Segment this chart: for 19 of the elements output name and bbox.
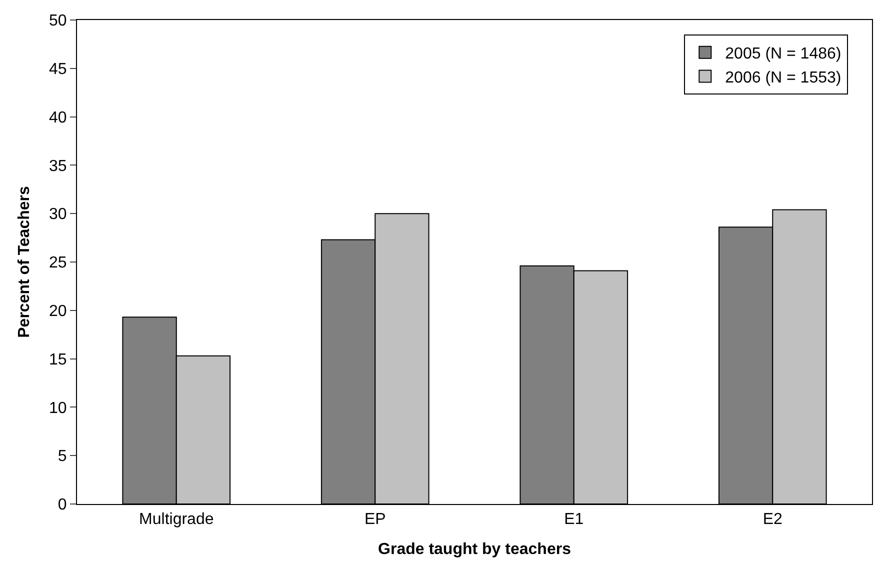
y-tick-label: 40 <box>49 109 67 126</box>
x-tick-label: E1 <box>564 511 584 528</box>
legend-label: 2005 (N = 1486) <box>725 46 842 63</box>
y-tick-label: 20 <box>49 303 67 320</box>
x-axis-title: Grade taught by teachers <box>378 540 572 558</box>
y-tick-label: 10 <box>49 400 67 417</box>
y-tick-label: 25 <box>49 254 67 272</box>
y-tick-label: 0 <box>58 496 67 514</box>
x-tick-label: E2 <box>762 511 783 528</box>
y-tick-label: 45 <box>49 61 67 78</box>
y-tick-label: 5 <box>58 448 67 466</box>
y-tick-label: 15 <box>49 351 67 368</box>
y-axis-title: Percent of Teachers <box>16 186 33 338</box>
legend-label: 2006 (N = 1553) <box>725 69 842 86</box>
y-tick-label: 30 <box>49 206 67 224</box>
y-tick-label: 50 <box>49 12 67 30</box>
x-tick-label: Multigrade <box>139 511 214 528</box>
x-tick-label: EP <box>364 511 386 528</box>
y-tick-label: 35 <box>49 158 67 175</box>
